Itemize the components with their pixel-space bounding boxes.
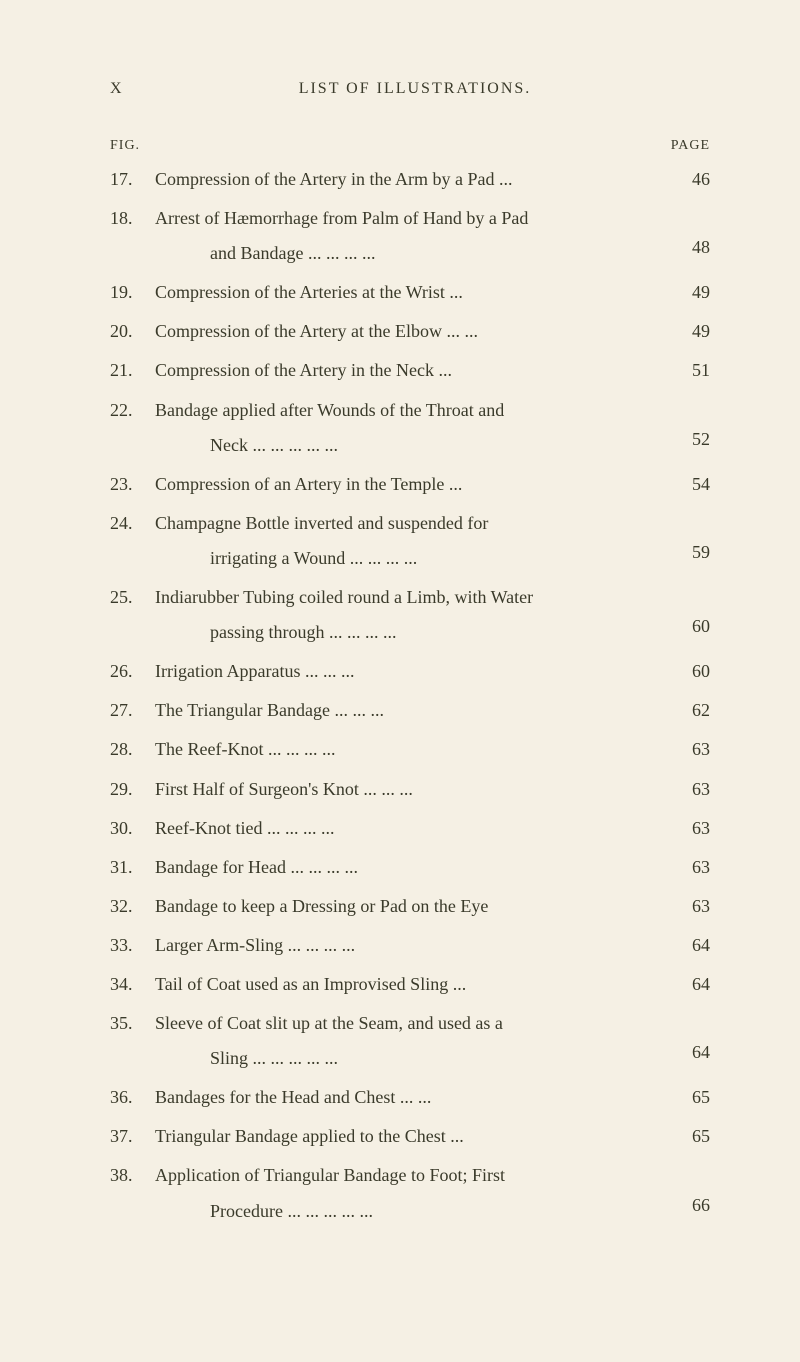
header-title: LIST OF ILLUSTRATIONS. bbox=[160, 80, 710, 98]
entry-page: 63 bbox=[665, 889, 710, 924]
entry-page: 49 bbox=[665, 314, 710, 349]
entry-text: Bandage to keep a Dressing or Pad on the… bbox=[155, 889, 665, 924]
list-item: 26.Irrigation Apparatus ... ... ...60 bbox=[110, 654, 710, 689]
entry-text: Sleeve of Coat slit up at the Seam, and … bbox=[155, 1006, 665, 1076]
entry-text: Arrest of Hæmorrhage from Palm of Hand b… bbox=[155, 201, 665, 271]
entry-number: 37. bbox=[110, 1119, 155, 1154]
entry-number: 36. bbox=[110, 1080, 155, 1115]
entry-text: Application of Triangular Bandage to Foo… bbox=[155, 1158, 665, 1228]
entry-page: 49 bbox=[665, 275, 710, 310]
entry-text: Tail of Coat used as an Improvised Sling… bbox=[155, 967, 665, 1002]
entry-page: 66 bbox=[665, 1188, 710, 1229]
list-item: 36.Bandages for the Head and Chest ... .… bbox=[110, 1080, 710, 1115]
entry-number: 26. bbox=[110, 654, 155, 689]
entry-number: 21. bbox=[110, 353, 155, 388]
page-label: PAGE bbox=[671, 138, 710, 154]
entry-page: 64 bbox=[665, 928, 710, 963]
entry-page: 51 bbox=[665, 353, 710, 388]
header-row: X LIST OF ILLUSTRATIONS. bbox=[110, 80, 710, 98]
entry-text: Compression of an Artery in the Temple .… bbox=[155, 467, 665, 502]
entry-number: 25. bbox=[110, 580, 155, 615]
entry-text: Bandages for the Head and Chest ... ... bbox=[155, 1080, 665, 1115]
entry-number: 18. bbox=[110, 201, 155, 236]
entry-page: 65 bbox=[665, 1080, 710, 1115]
entry-text: Compression of the Artery in the Neck ..… bbox=[155, 353, 665, 388]
list-item: 37.Triangular Bandage applied to the Che… bbox=[110, 1119, 710, 1154]
entry-text: The Triangular Bandage ... ... ... bbox=[155, 693, 665, 728]
list-item: 29.First Half of Surgeon's Knot ... ... … bbox=[110, 772, 710, 807]
list-item: 19.Compression of the Arteries at the Wr… bbox=[110, 275, 710, 310]
entry-text: Irrigation Apparatus ... ... ... bbox=[155, 654, 665, 689]
list-item: 38.Application of Triangular Bandage to … bbox=[110, 1158, 710, 1228]
entry-number: 38. bbox=[110, 1158, 155, 1193]
entry-page: 62 bbox=[665, 693, 710, 728]
entry-text: Bandage for Head ... ... ... ... bbox=[155, 850, 665, 885]
illustrations-list: 17.Compression of the Artery in the Arm … bbox=[110, 162, 710, 1229]
list-item: 31.Bandage for Head ... ... ... ...63 bbox=[110, 850, 710, 885]
entry-number: 22. bbox=[110, 393, 155, 428]
entry-text: Bandage applied after Wounds of the Thro… bbox=[155, 393, 665, 463]
entry-page: 63 bbox=[665, 811, 710, 846]
list-item: 23.Compression of an Artery in the Templ… bbox=[110, 467, 710, 502]
entry-page: 64 bbox=[665, 967, 710, 1002]
entry-number: 34. bbox=[110, 967, 155, 1002]
entry-text: Reef-Knot tied ... ... ... ... bbox=[155, 811, 665, 846]
list-item: 22.Bandage applied after Wounds of the T… bbox=[110, 393, 710, 463]
list-item: 35.Sleeve of Coat slit up at the Seam, a… bbox=[110, 1006, 710, 1076]
list-item: 17.Compression of the Artery in the Arm … bbox=[110, 162, 710, 197]
entry-text: Indiarubber Tubing coiled round a Limb, … bbox=[155, 580, 665, 650]
list-item: 21.Compression of the Artery in the Neck… bbox=[110, 353, 710, 388]
entry-number: 20. bbox=[110, 314, 155, 349]
entry-number: 35. bbox=[110, 1006, 155, 1041]
entry-page: 64 bbox=[665, 1035, 710, 1076]
entry-number: 27. bbox=[110, 693, 155, 728]
list-item: 25.Indiarubber Tubing coiled round a Lim… bbox=[110, 580, 710, 650]
entry-text: Compression of the Artery at the Elbow .… bbox=[155, 314, 665, 349]
entry-number: 23. bbox=[110, 467, 155, 502]
list-item: 18.Arrest of Hæmorrhage from Palm of Han… bbox=[110, 201, 710, 271]
entry-page: 60 bbox=[665, 654, 710, 689]
entry-number: 32. bbox=[110, 889, 155, 924]
entry-number: 30. bbox=[110, 811, 155, 846]
list-item: 27.The Triangular Bandage ... ... ...62 bbox=[110, 693, 710, 728]
entry-page: 54 bbox=[665, 467, 710, 502]
entry-number: 24. bbox=[110, 506, 155, 541]
entry-page: 48 bbox=[665, 230, 710, 271]
fig-label: FIG. bbox=[110, 138, 140, 154]
list-item: 28.The Reef-Knot ... ... ... ...63 bbox=[110, 732, 710, 767]
entry-page: 63 bbox=[665, 850, 710, 885]
entry-page: 60 bbox=[665, 609, 710, 650]
entry-number: 17. bbox=[110, 162, 155, 197]
list-item: 33.Larger Arm-Sling ... ... ... ...64 bbox=[110, 928, 710, 963]
entry-text: First Half of Surgeon's Knot ... ... ... bbox=[155, 772, 665, 807]
entry-page: 59 bbox=[665, 535, 710, 576]
list-item: 24.Champagne Bottle inverted and suspend… bbox=[110, 506, 710, 576]
entry-page: 52 bbox=[665, 422, 710, 463]
entry-text: Champagne Bottle inverted and suspended … bbox=[155, 506, 665, 576]
entry-page: 46 bbox=[665, 162, 710, 197]
entry-number: 28. bbox=[110, 732, 155, 767]
list-item: 30.Reef-Knot tied ... ... ... ...63 bbox=[110, 811, 710, 846]
entry-text: Compression of the Artery in the Arm by … bbox=[155, 162, 665, 197]
entry-text: Larger Arm-Sling ... ... ... ... bbox=[155, 928, 665, 963]
entry-text: Compression of the Arteries at the Wrist… bbox=[155, 275, 665, 310]
entry-page: 63 bbox=[665, 732, 710, 767]
list-item: 32.Bandage to keep a Dressing or Pad on … bbox=[110, 889, 710, 924]
entry-number: 33. bbox=[110, 928, 155, 963]
entry-number: 19. bbox=[110, 275, 155, 310]
entry-number: 29. bbox=[110, 772, 155, 807]
entry-text: The Reef-Knot ... ... ... ... bbox=[155, 732, 665, 767]
entry-page: 65 bbox=[665, 1119, 710, 1154]
column-labels: FIG. PAGE bbox=[110, 138, 710, 154]
entry-number: 31. bbox=[110, 850, 155, 885]
list-item: 34.Tail of Coat used as an Improvised Sl… bbox=[110, 967, 710, 1002]
entry-page: 63 bbox=[665, 772, 710, 807]
entry-text: Triangular Bandage applied to the Chest … bbox=[155, 1119, 665, 1154]
page-numeral: X bbox=[110, 80, 160, 98]
list-item: 20.Compression of the Artery at the Elbo… bbox=[110, 314, 710, 349]
